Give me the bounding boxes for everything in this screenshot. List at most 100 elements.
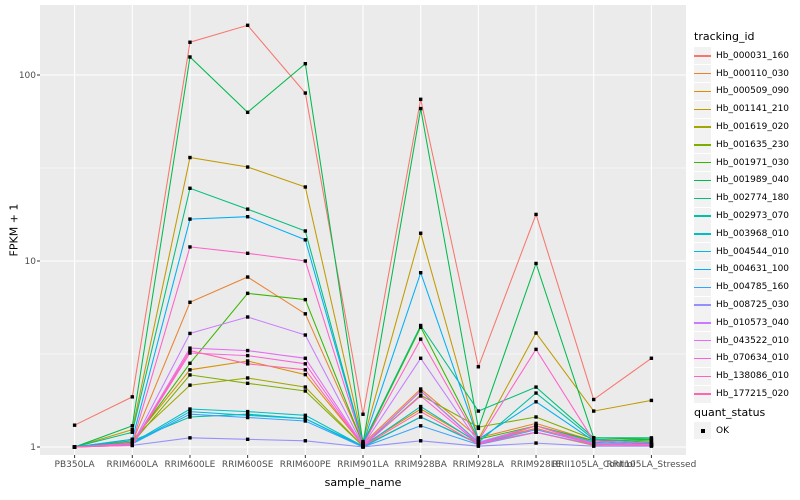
square-point-icon [700, 428, 705, 433]
data-point [534, 421, 538, 426]
data-point [418, 407, 423, 411]
data-point [303, 372, 308, 377]
data-point [245, 23, 250, 28]
y-tick-label: 1 [30, 443, 36, 453]
data-point [476, 442, 481, 447]
data-point [245, 362, 250, 366]
data-point [188, 217, 192, 221]
line-swatch [694, 367, 711, 385]
data-point [303, 419, 308, 423]
x-tick-label: RRIM600LA [107, 460, 159, 470]
line-sample-icon [694, 179, 711, 182]
x-tick-label: RRIM600LE [165, 460, 216, 470]
legend-item-Hb_004544_010: Hb_004544_010 [694, 243, 789, 261]
data-point [303, 185, 308, 189]
legend-item-label: Hb_000509_090 [716, 86, 790, 97]
legend-item-Hb_000110_030: Hb_000110_030 [694, 65, 789, 83]
data-point [245, 207, 250, 211]
data-point [361, 412, 365, 416]
data-point [130, 427, 134, 432]
legend-item-label: Hb_000110_030 [716, 68, 790, 79]
y-tick-label: 100 [19, 71, 36, 81]
data-point [303, 62, 308, 66]
x-tick-label: RRIM928LA [453, 460, 505, 470]
data-point [188, 361, 192, 365]
legend-item-Hb_002973_070: Hb_002973_070 [694, 207, 789, 225]
data-point [303, 312, 308, 316]
data-point [188, 186, 192, 190]
data-point [303, 238, 308, 242]
data-point [649, 443, 654, 448]
data-point [649, 398, 654, 403]
data-point [303, 416, 308, 421]
data-point [188, 351, 192, 355]
data-point [188, 40, 192, 44]
legend-item-ok: OK [694, 422, 729, 440]
data-point [534, 391, 538, 395]
data-point [303, 259, 308, 263]
data-point [72, 423, 77, 427]
data-point [592, 397, 596, 402]
legend-item-Hb_001141_210: Hb_001141_210 [694, 100, 789, 118]
line-sample-icon [694, 72, 711, 75]
data-point [418, 231, 423, 235]
data-point [476, 409, 481, 413]
data-point [592, 439, 596, 443]
legend-item-Hb_001989_040: Hb_001989_040 [694, 171, 789, 190]
legend-item-label: Hb_004785_160 [716, 282, 790, 293]
data-point [303, 356, 308, 360]
line-sample-icon [694, 90, 711, 93]
line-swatch [694, 225, 711, 243]
line-swatch [694, 118, 711, 136]
ok-point-swatch [694, 422, 711, 440]
x-tick-label: RRIM600PE [280, 460, 332, 470]
legend-item-label: Hb_010573_040 [716, 317, 790, 328]
data-point [188, 436, 192, 440]
data-point [130, 430, 134, 434]
x-tick-label: RRIM600SE [222, 460, 274, 470]
data-point [188, 55, 192, 59]
data-point [245, 291, 250, 296]
data-point [188, 155, 192, 160]
line-swatch [694, 154, 711, 172]
data-point [361, 444, 365, 448]
legend-item-label: Hb_001971_030 [716, 157, 790, 168]
legend-item-Hb_004631_100: Hb_004631_100 [694, 260, 790, 279]
legend-item-Hb_138086_010: Hb_138086_010 [694, 367, 789, 385]
legend-item-label: Hb_004544_010 [716, 246, 790, 257]
line-swatch [694, 171, 711, 189]
data-point [245, 110, 250, 115]
data-point [418, 389, 423, 393]
legend-items: Hb_000031_160 Hb_000110_030 Hb_000509_090 H… [694, 47, 789, 403]
data-point [418, 415, 423, 419]
data-point [418, 439, 423, 443]
x-tick-label: RRIM928BA [394, 460, 447, 470]
legend-item-Hb_002774_180: Hb_002774_180 [694, 189, 789, 207]
data-point [649, 436, 654, 440]
line-swatch [694, 189, 711, 207]
data-point [245, 415, 250, 420]
legend-title-quant-status: quant_status [694, 406, 766, 419]
line-sample-icon [694, 286, 711, 288]
legend-item-Hb_004785_160: Hb_004785_160 [694, 278, 789, 296]
line-sample-icon [694, 393, 711, 395]
legend-item-label: Hb_008725_030 [716, 300, 790, 311]
data-point [534, 212, 538, 217]
x-axis-title: sample_name [324, 476, 402, 489]
line-swatch [694, 47, 711, 65]
data-point [418, 271, 423, 275]
data-point [245, 275, 250, 279]
legend-item-label: Hb_004631_100 [716, 264, 790, 275]
data-point [303, 333, 308, 337]
data-point [418, 356, 423, 360]
line-sample-icon [694, 55, 711, 57]
data-point [534, 424, 538, 428]
data-point [188, 300, 192, 304]
legend-item-label: Hb_177215_020 [716, 389, 790, 400]
data-point [130, 443, 134, 448]
data-point [534, 331, 538, 335]
legend: tracking_id Hb_000031_160 Hb_000110_030 Hb… [694, 0, 800, 500]
legend-item-label: Hb_001635_230 [716, 139, 790, 150]
data-point [418, 106, 423, 111]
